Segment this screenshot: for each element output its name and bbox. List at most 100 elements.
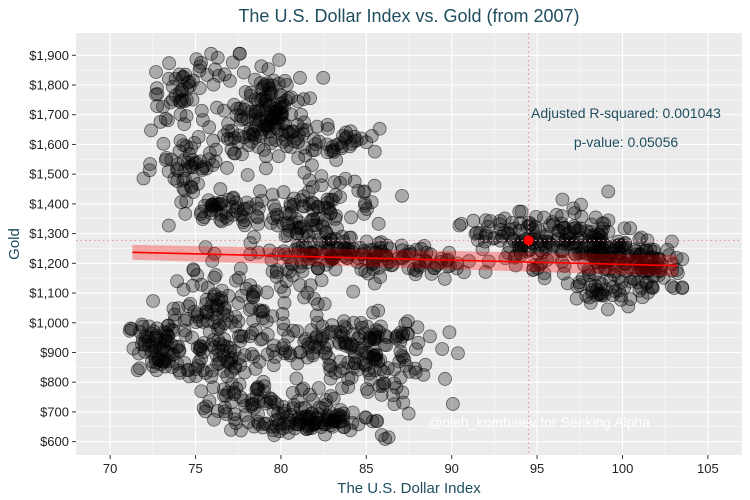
data-point: [177, 94, 192, 109]
data-point: [172, 144, 187, 159]
data-point: [333, 354, 348, 369]
data-point: [162, 56, 177, 71]
data-point: [318, 346, 332, 361]
data-point: [352, 329, 367, 344]
data-point: [293, 259, 308, 274]
data-point: [321, 121, 335, 136]
data-point: [242, 200, 257, 215]
data-point: [309, 308, 324, 323]
data-point: [589, 255, 604, 270]
data-point: [210, 100, 224, 115]
data-point: [130, 363, 145, 378]
data-point: [297, 334, 312, 349]
data-point: [328, 262, 343, 277]
data-point: [478, 213, 493, 228]
data-point: [328, 188, 343, 202]
data-point: [224, 142, 239, 157]
data-point: [210, 404, 225, 418]
data-points: [122, 46, 690, 446]
data-point: [263, 132, 278, 146]
data-point: [386, 388, 400, 403]
data-point: [150, 99, 165, 114]
x-tick-label: 85: [359, 461, 373, 476]
y-tick-label: $1,300: [29, 226, 69, 241]
data-point: [335, 409, 350, 424]
data-point: [320, 145, 335, 160]
data-point: [229, 273, 243, 288]
y-tick-label: $1,600: [29, 137, 69, 152]
data-point: [178, 207, 193, 221]
data-point: [186, 262, 201, 277]
data-point: [340, 129, 354, 144]
data-point: [173, 95, 188, 109]
data-point: [266, 358, 281, 373]
data-point: [617, 221, 632, 236]
data-point: [145, 354, 159, 369]
data-point: [537, 271, 552, 286]
data-point: [367, 144, 382, 159]
data-point: [217, 404, 232, 419]
data-point: [285, 216, 300, 231]
data-point: [159, 150, 174, 165]
data-point: [290, 356, 305, 371]
data-point: [191, 176, 205, 191]
x-tick-label: 70: [103, 461, 117, 476]
data-point: [435, 342, 450, 356]
data-point: [276, 135, 291, 149]
data-point: [242, 302, 257, 317]
data-point: [259, 149, 273, 164]
data-point: [396, 350, 411, 365]
x-axis-title: The U.S. Dollar Index: [337, 480, 481, 497]
data-point: [309, 329, 324, 343]
data-point: [132, 361, 147, 376]
data-point: [206, 77, 221, 92]
data-point: [261, 78, 276, 93]
data-point: [437, 271, 452, 286]
x-tick-label: 75: [188, 461, 202, 476]
data-point: [251, 394, 266, 409]
data-point: [256, 122, 271, 137]
data-point: [156, 99, 170, 114]
data-point: [371, 216, 386, 231]
data-point: [183, 296, 198, 311]
data-point: [261, 62, 276, 77]
data-point: [272, 53, 287, 67]
data-point: [393, 334, 408, 349]
data-point: [597, 288, 611, 303]
data-point: [395, 243, 410, 258]
data-point: [631, 249, 646, 264]
annotation-r-squared: Adjusted R-squared: 0.001043: [531, 105, 721, 121]
x-tick-label: 95: [530, 461, 544, 476]
data-point: [487, 230, 502, 245]
data-point: [408, 365, 423, 380]
data-point: [216, 388, 231, 403]
data-point: [320, 117, 335, 132]
data-point: [259, 161, 273, 176]
regression-layer: [132, 235, 678, 277]
confidence-band: [132, 244, 678, 277]
data-point: [614, 288, 628, 303]
data-point: [320, 137, 334, 152]
data-point: [303, 278, 318, 293]
data-point: [157, 325, 172, 339]
data-point: [365, 414, 380, 429]
data-point: [202, 120, 217, 135]
data-point: [204, 46, 219, 61]
data-point: [555, 254, 569, 269]
data-point: [350, 255, 365, 270]
data-point: [185, 330, 199, 345]
data-point: [215, 343, 230, 358]
data-point: [220, 132, 235, 146]
data-point: [231, 128, 246, 143]
data-point: [346, 315, 361, 330]
y-tick-label: $900: [40, 345, 69, 360]
data-point: [558, 233, 572, 248]
data-point: [364, 129, 379, 143]
data-point: [265, 187, 280, 202]
data-point: [134, 337, 149, 352]
data-point: [263, 87, 278, 101]
axis-ticks: 70 75 80 85 90 95 100 105 $600 $700 $800 $900 $1,000…: [29, 48, 718, 476]
data-point: [347, 174, 362, 189]
data-point: [193, 59, 208, 74]
credit-text: @oleh_kombaiev for Seeking Alpha: [428, 414, 650, 430]
